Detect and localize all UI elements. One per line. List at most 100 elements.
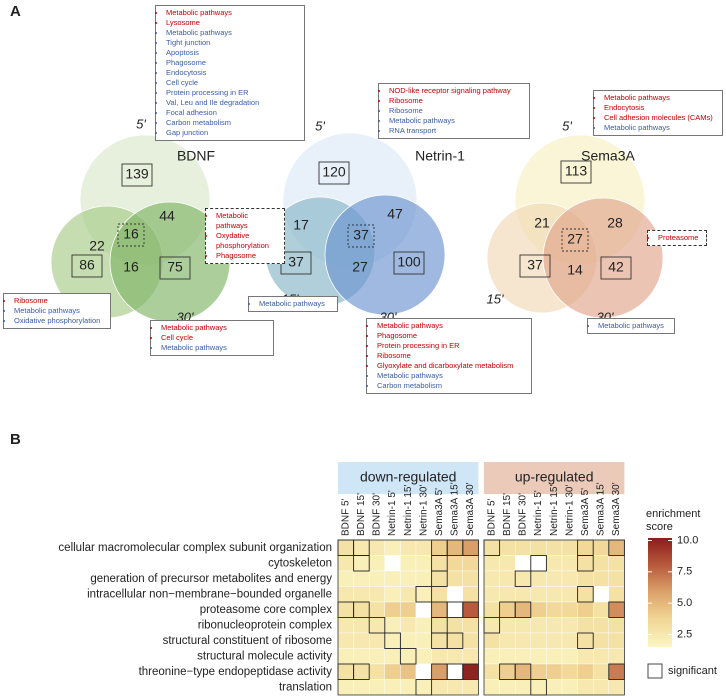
heatmap-cell bbox=[546, 679, 563, 696]
column-label: BDNF 5' bbox=[486, 498, 497, 536]
heatmap-cell bbox=[415, 570, 432, 587]
annotation-item: Ribosome bbox=[377, 351, 528, 361]
heatmap-cell bbox=[431, 539, 448, 556]
heatmap-cell bbox=[483, 539, 500, 556]
row-label: structural constituent of ribosome bbox=[163, 635, 332, 647]
heatmap-cell bbox=[400, 663, 417, 680]
annotation-list: Metabolic pathways bbox=[249, 299, 334, 309]
heatmap-cell bbox=[546, 632, 563, 649]
annotation-item: Phagosome bbox=[216, 251, 281, 261]
colorbar-tick-label: 2.5 bbox=[677, 628, 692, 640]
heatmap-cell bbox=[577, 539, 594, 556]
heatmap-cell bbox=[462, 648, 479, 665]
colorbar-tick-label: 10.0 bbox=[677, 534, 698, 546]
venn-title: Netrin-1 bbox=[415, 148, 465, 164]
heatmap-cell bbox=[483, 663, 500, 680]
row-label: proteasome core complex bbox=[200, 604, 333, 616]
heatmap-cell bbox=[546, 539, 563, 556]
annotation-item: Metabolic pathways bbox=[161, 323, 270, 333]
venn-title: BDNF bbox=[177, 148, 215, 164]
annotation-item: Carbon metabolism bbox=[377, 381, 528, 391]
significant-outline bbox=[368, 617, 386, 634]
region-box bbox=[347, 224, 375, 248]
annotation-item: NOD-like receptor signaling pathway bbox=[389, 86, 526, 96]
heatmap-cell bbox=[384, 601, 401, 618]
heatmap-cell bbox=[499, 539, 516, 556]
significant-outline bbox=[353, 663, 370, 680]
annotation-item: Metabolic pathways bbox=[161, 343, 270, 353]
heatmap-cell bbox=[561, 601, 578, 618]
significant-outline bbox=[577, 632, 594, 649]
heatmap-cell bbox=[546, 663, 563, 680]
heatmap-cell bbox=[447, 679, 464, 696]
heatmap-cell bbox=[415, 679, 432, 696]
heatmap-cell bbox=[415, 601, 432, 618]
heatmap-cell bbox=[447, 663, 464, 680]
annotation-item: Cell cycle bbox=[161, 333, 270, 343]
heatmap-cell bbox=[577, 617, 594, 634]
annotation-box: Metabolic pathwaysOxydative phosphorylat… bbox=[205, 208, 285, 264]
heatmap-cell bbox=[384, 663, 401, 680]
venn-time-label: 5' bbox=[136, 116, 146, 131]
heatmap-cell bbox=[530, 601, 547, 618]
region-count: 120 bbox=[322, 164, 346, 180]
heatmap-cell bbox=[593, 679, 610, 696]
annotation-item: Metabolic pathways bbox=[216, 211, 281, 231]
heatmap-cell bbox=[530, 679, 547, 696]
region-count: 22 bbox=[89, 238, 105, 254]
heatmap-cell bbox=[400, 601, 417, 618]
heatmap-cell bbox=[431, 663, 448, 680]
region-count: 37 bbox=[527, 257, 543, 273]
heatmap-cell bbox=[561, 617, 578, 634]
significant-outline bbox=[384, 632, 401, 649]
column-label: Sema3A 30' bbox=[465, 482, 476, 536]
heatmap-cell bbox=[447, 601, 464, 618]
heatmap-cell bbox=[415, 663, 432, 680]
annotation-item: Metabolic pathways bbox=[166, 28, 301, 38]
heatmap-cell bbox=[369, 663, 386, 680]
annotation-box: Proteasome bbox=[647, 230, 707, 246]
region-count: 44 bbox=[159, 208, 175, 224]
heatmap-cell bbox=[353, 648, 370, 665]
heatmap-cell bbox=[369, 539, 386, 556]
heatmap-cell bbox=[608, 601, 625, 618]
annotation-item: Metabolic pathways bbox=[598, 321, 671, 331]
heatmap-cell bbox=[462, 617, 479, 634]
region-count: 37 bbox=[353, 227, 369, 243]
heatmap-cell bbox=[431, 586, 448, 603]
heatmap-cell bbox=[530, 632, 547, 649]
heatmap-cell bbox=[577, 679, 594, 696]
heatmap-cell bbox=[483, 679, 500, 696]
heatmap-frame bbox=[483, 539, 625, 696]
heatmap-cell bbox=[369, 586, 386, 603]
heatmap-cell bbox=[353, 570, 370, 587]
heatmap-cell bbox=[447, 632, 464, 649]
venn-time-label: 5' bbox=[562, 118, 572, 133]
heatmap-cell bbox=[337, 617, 354, 634]
heatmap-cell bbox=[530, 663, 547, 680]
significant-outline bbox=[577, 586, 594, 603]
heatmap-cell bbox=[515, 601, 532, 618]
heatmap-cell bbox=[546, 601, 563, 618]
heatmap-cell bbox=[384, 648, 401, 665]
heatmap-cell bbox=[499, 555, 516, 572]
heatmap-cell bbox=[530, 555, 547, 572]
heatmap-cell bbox=[608, 648, 625, 665]
panel-label: A bbox=[10, 3, 21, 20]
heatmap-cell bbox=[593, 570, 610, 587]
heatmap-cell bbox=[462, 570, 479, 587]
heatmap-cell bbox=[546, 586, 563, 603]
heatmap-cell bbox=[447, 539, 464, 556]
annotation-box: Metabolic pathwaysPhagosomeProtein proce… bbox=[366, 318, 532, 394]
heatmap-cell bbox=[462, 555, 479, 572]
annotation-item: Cell adhesion molecules (CAMs) bbox=[604, 113, 719, 123]
region-box bbox=[600, 256, 632, 280]
column-label: Netrin-1 15' bbox=[403, 485, 414, 536]
annotation-list: Metabolic pathwaysCell cycleMetabolic pa… bbox=[151, 323, 270, 353]
heatmap-cell bbox=[462, 601, 479, 618]
panel-label: B bbox=[10, 431, 21, 448]
heatmap-cell bbox=[499, 663, 516, 680]
region-box bbox=[393, 251, 425, 275]
row-label: intracellular non−membrane−bounded organ… bbox=[87, 588, 332, 600]
